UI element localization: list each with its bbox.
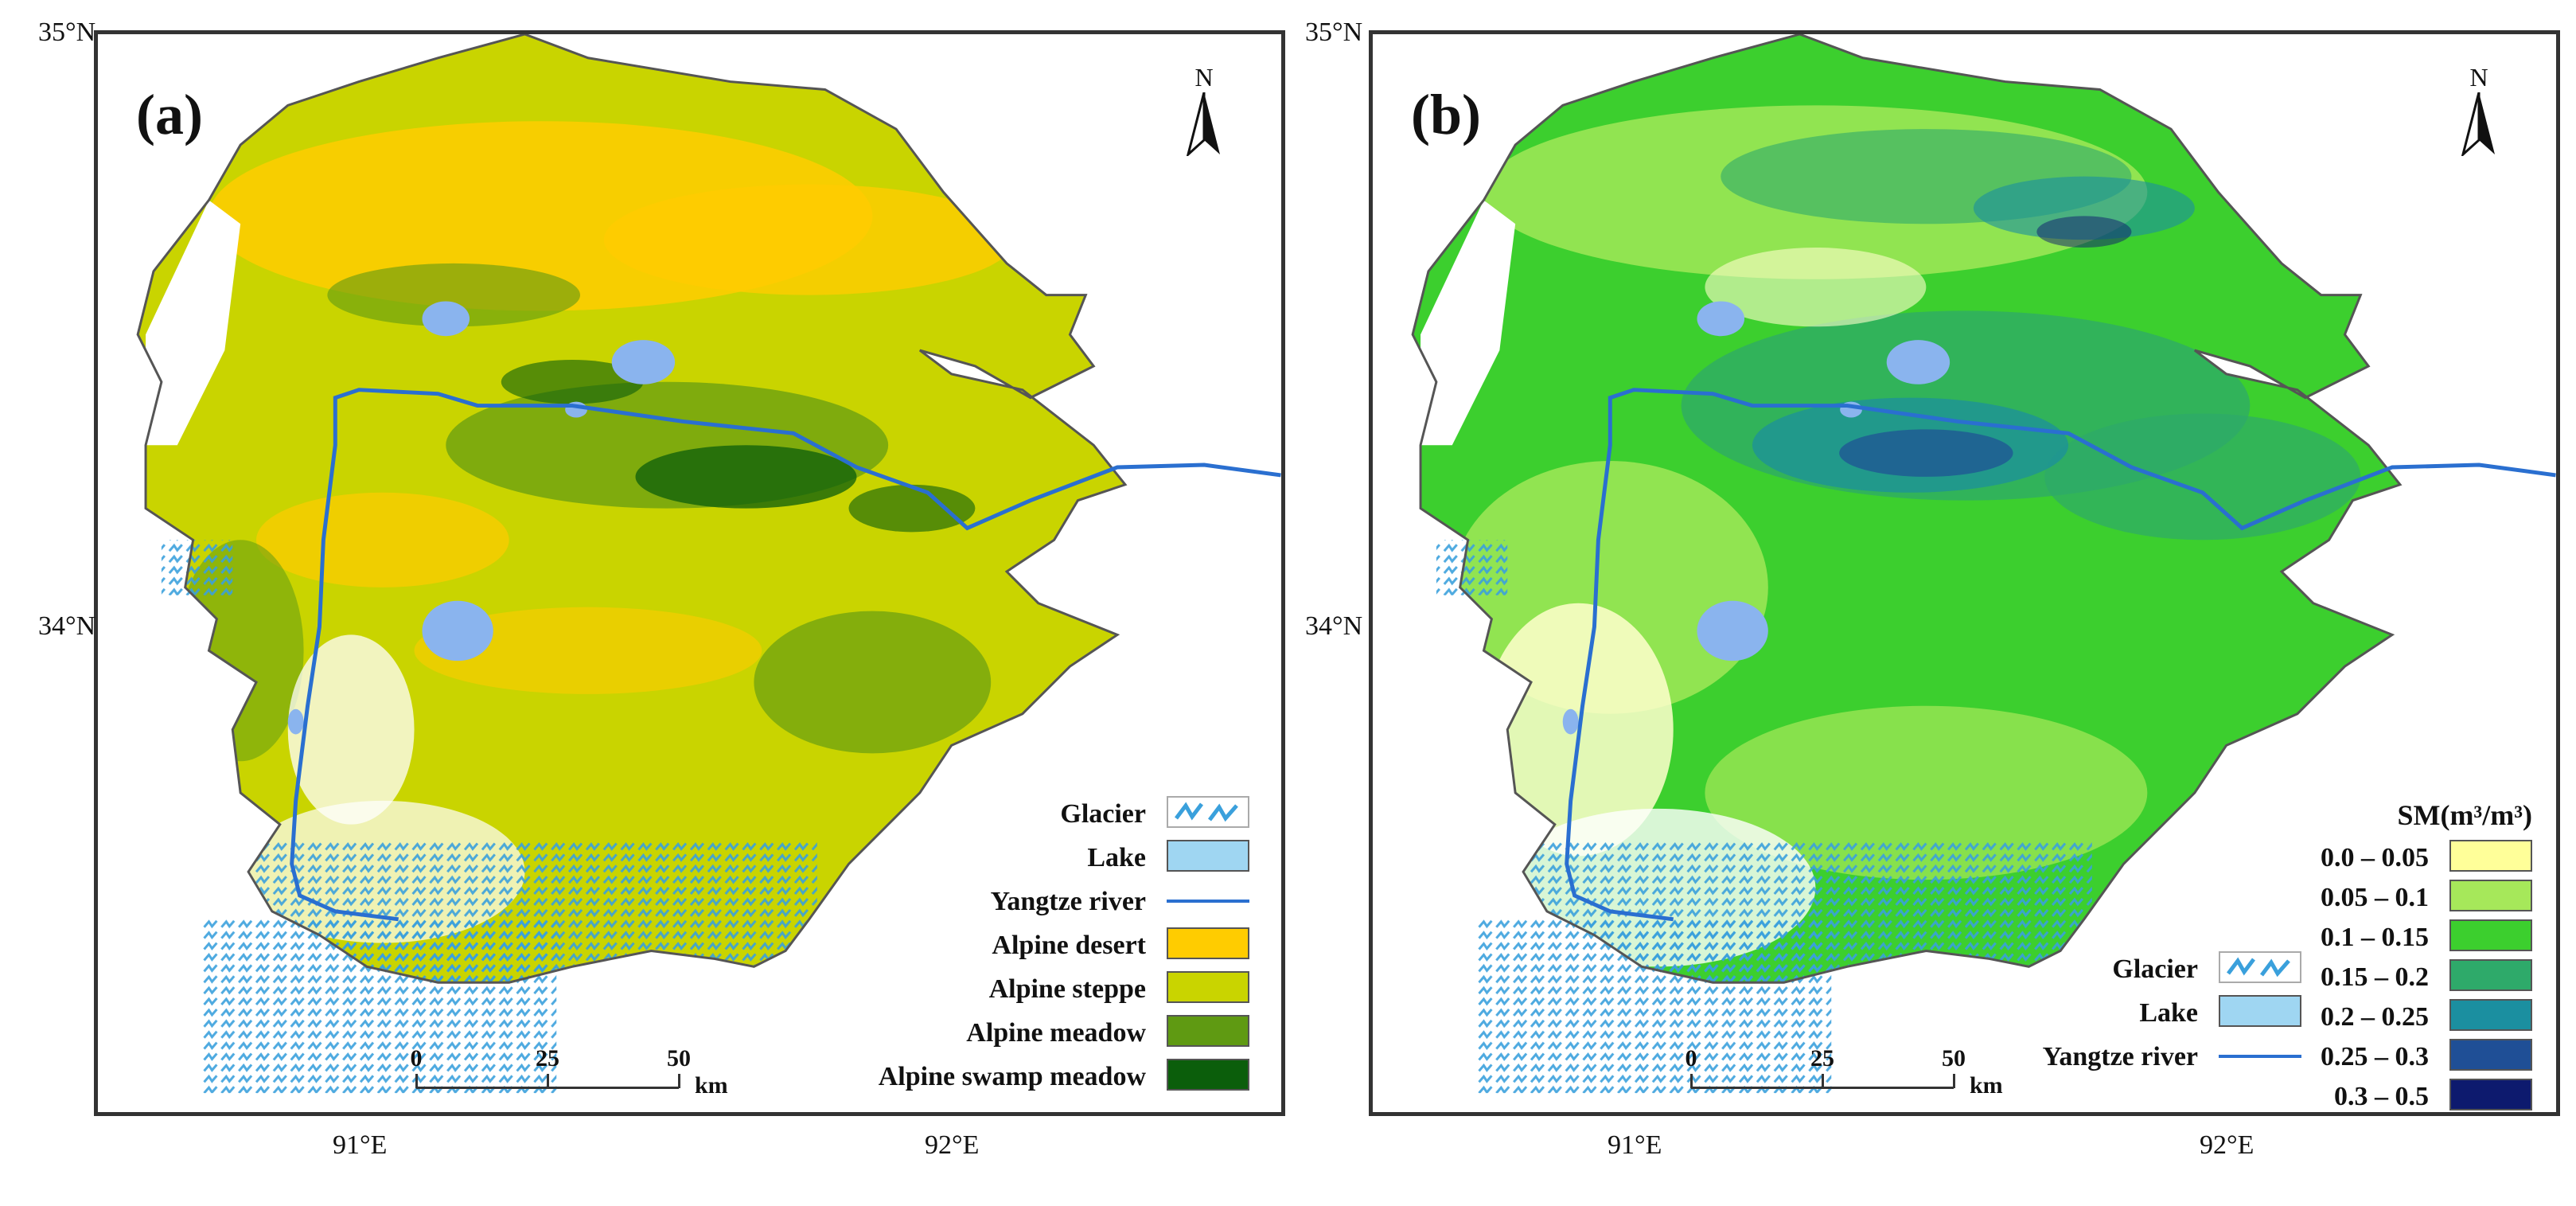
lat-label-34n-b: 34°N bbox=[1305, 611, 1363, 641]
legend-label: 0.25 – 0.3 bbox=[2321, 1042, 2429, 1071]
legend-label: Glacier bbox=[1060, 799, 1146, 829]
scale-bar: 0 25 50 km bbox=[408, 1045, 790, 1101]
legend-label: Yangtze river bbox=[990, 887, 1146, 916]
sm-legend-title: SM(m³/m³) bbox=[2397, 799, 2532, 831]
north-letter: N bbox=[2469, 63, 2488, 92]
map-panel-b: (b) N Glacier Lake Yangtze river SM(m³/m³)… bbox=[1369, 30, 2560, 1116]
color-swatch bbox=[2449, 880, 2532, 911]
legend-label: Alpine swamp meadow bbox=[878, 1062, 1146, 1091]
scale-tick-0: 0 bbox=[410, 1045, 423, 1071]
legend-item-yangtze-river: Yangtze river bbox=[1904, 1037, 2301, 1077]
legend-item-alpine-swamp-meadow: Alpine swamp meadow bbox=[772, 1057, 1249, 1097]
vegetation-legend: Glacier Lake Yangtze river Alpine desert Alp… bbox=[772, 794, 1249, 1105]
color-swatch bbox=[1167, 1015, 1249, 1047]
lat-label-35n-b: 35°N bbox=[1305, 18, 1363, 47]
scale-tick-mark bbox=[547, 1074, 549, 1088]
color-swatch bbox=[1167, 971, 1249, 1003]
feature-legend: Glacier Lake Yangtze river bbox=[1904, 950, 2301, 1085]
legend-item-0-0-0-05: 0.0 – 0.05 bbox=[2278, 838, 2532, 878]
soil-moisture-legend: SM(m³/m³) 0.0 – 0.05 0.05 – 0.1 0.1 – 0.15… bbox=[2278, 798, 2532, 1111]
legend-label: Alpine meadow bbox=[966, 1018, 1146, 1048]
legend-item-lake: Lake bbox=[1904, 993, 2301, 1033]
color-swatch bbox=[2449, 959, 2532, 991]
legend-label: 0.05 – 0.1 bbox=[2321, 883, 2429, 912]
legend-item-0-05-0-1: 0.05 – 0.1 bbox=[2278, 878, 2532, 918]
legend-item-0-2-0-25: 0.2 – 0.25 bbox=[2278, 997, 2532, 1037]
glacier-swatch bbox=[1167, 796, 1249, 828]
glacier-swatch bbox=[2219, 951, 2301, 983]
legend-label: Alpine steppe bbox=[988, 974, 1146, 1004]
scale-tick-0: 0 bbox=[1685, 1045, 1697, 1071]
scale-tick-mark bbox=[1690, 1074, 1693, 1088]
vegetation-map bbox=[136, 34, 1281, 1094]
color-swatch bbox=[1167, 840, 1249, 872]
color-swatch bbox=[1167, 927, 1249, 959]
legend-item-alpine-steppe: Alpine steppe bbox=[772, 970, 1249, 1009]
legend-item-lake: Lake bbox=[772, 838, 1249, 878]
north-arrow-icon bbox=[2461, 92, 2495, 158]
legend-item-alpine-desert: Alpine desert bbox=[772, 926, 1249, 966]
legend-label: 0.15 – 0.2 bbox=[2321, 962, 2429, 992]
panel-label: (b) bbox=[1411, 83, 1481, 146]
scale-unit: km bbox=[695, 1072, 728, 1099]
legend-label: 0.2 – 0.25 bbox=[2321, 1002, 2429, 1032]
color-swatch bbox=[1167, 1059, 1249, 1091]
scale-bar: 0 25 50 km bbox=[1683, 1045, 2065, 1101]
color-swatch bbox=[2449, 1079, 2532, 1110]
scale-tick-mark bbox=[678, 1074, 680, 1088]
north-arrow: N bbox=[1176, 63, 1232, 166]
scale-tick-mark bbox=[1953, 1074, 1955, 1088]
scale-tick-25: 25 bbox=[536, 1045, 559, 1071]
legend-item-yangtze-river: Yangtze river bbox=[772, 882, 1249, 922]
soil-moisture-map bbox=[1411, 34, 2556, 1094]
legend-label: 0.1 – 0.15 bbox=[2321, 923, 2429, 952]
legend-label: Glacier bbox=[2112, 954, 2198, 984]
color-swatch bbox=[2449, 999, 2532, 1031]
scale-tick-25: 25 bbox=[1810, 1045, 1834, 1071]
legend-label: Lake bbox=[2139, 998, 2198, 1028]
panel-label: (a) bbox=[136, 83, 203, 146]
color-swatch bbox=[2219, 995, 2301, 1027]
color-swatch bbox=[2449, 840, 2532, 872]
scale-tick-50: 50 bbox=[667, 1045, 691, 1071]
legend-item-0-1-0-15: 0.1 – 0.15 bbox=[2278, 918, 2532, 958]
north-arrow: N bbox=[2451, 63, 2507, 166]
legend-label: Alpine desert bbox=[992, 931, 1146, 960]
north-letter: N bbox=[1194, 63, 1214, 92]
lon-label-92e-a: 92°E bbox=[925, 1130, 980, 1160]
scale-tick-50: 50 bbox=[1942, 1045, 1966, 1071]
scale-tick-mark bbox=[415, 1074, 418, 1088]
legend-label: Yangtze river bbox=[2042, 1042, 2198, 1071]
scale-unit: km bbox=[1970, 1072, 2003, 1099]
legend-label: 0.3 – 0.5 bbox=[2334, 1082, 2429, 1111]
color-swatch bbox=[2449, 919, 2532, 951]
lat-label-34n-a: 34°N bbox=[38, 611, 96, 641]
legend-label: 0.0 – 0.05 bbox=[2321, 843, 2429, 872]
scale-tick-mark bbox=[1822, 1074, 1824, 1088]
lon-label-91e-a: 91°E bbox=[333, 1130, 388, 1160]
legend-item-0-15-0-2: 0.15 – 0.2 bbox=[2278, 958, 2532, 997]
legend-item-0-3-0-5: 0.3 – 0.5 bbox=[2278, 1077, 2532, 1112]
legend-item-glacier: Glacier bbox=[1904, 950, 2301, 989]
river-line-swatch bbox=[1167, 900, 1249, 903]
legend-item-0-25-0-3: 0.25 – 0.3 bbox=[2278, 1037, 2532, 1077]
lon-label-91e-b: 91°E bbox=[1608, 1130, 1662, 1160]
river-line-swatch bbox=[2219, 1055, 2301, 1058]
lon-label-92e-b: 92°E bbox=[2200, 1130, 2254, 1160]
yangtze-river-a bbox=[290, 388, 1281, 922]
legend-label: Lake bbox=[1087, 843, 1146, 872]
map-panel-a: (a) N Glacier Lake Yangtze river Alpine des… bbox=[94, 30, 1285, 1116]
north-arrow-icon bbox=[1186, 92, 1220, 158]
lat-label-35n-a: 35°N bbox=[38, 18, 96, 47]
legend-item-glacier: Glacier bbox=[772, 794, 1249, 834]
color-swatch bbox=[2449, 1039, 2532, 1071]
legend-item-alpine-meadow: Alpine meadow bbox=[772, 1013, 1249, 1053]
yangtze-river-b bbox=[1565, 388, 2556, 922]
